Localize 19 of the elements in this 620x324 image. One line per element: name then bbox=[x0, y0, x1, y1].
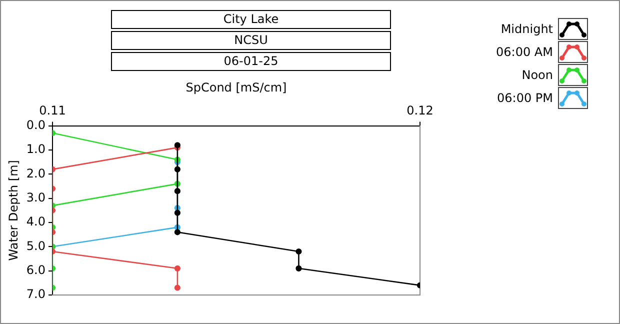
y-tick-label: 0.0 bbox=[26, 118, 46, 132]
x-tick-label: 0.12 bbox=[406, 104, 434, 118]
x-tick-label: 0.11 bbox=[39, 104, 66, 118]
text: 06-01-25 bbox=[111, 52, 391, 71]
y-tick-label: 3.0 bbox=[26, 190, 46, 204]
legend-label: Midnight bbox=[500, 22, 553, 36]
legend-label: 06:00 AM bbox=[495, 44, 553, 58]
x-axis-title: SpCond [mS/cm] bbox=[186, 80, 287, 94]
y-tick-label: 2.0 bbox=[26, 166, 46, 180]
legend-label: 06:00 PM bbox=[496, 90, 553, 104]
legend-label: Noon bbox=[520, 68, 553, 82]
y-tick-label: 4.0 bbox=[26, 214, 46, 229]
chart-subtitle: NCSU bbox=[111, 31, 391, 50]
y-tick-label: 1.0 bbox=[26, 142, 46, 156]
chart-title: City Lake bbox=[111, 10, 391, 29]
y-tick-label: 6.0 bbox=[26, 262, 46, 277]
y-axis-title: Water Depth [m] bbox=[6, 160, 20, 261]
y-tick-label: 7.0 bbox=[26, 287, 46, 302]
y-tick-label: 5.0 bbox=[26, 238, 46, 253]
